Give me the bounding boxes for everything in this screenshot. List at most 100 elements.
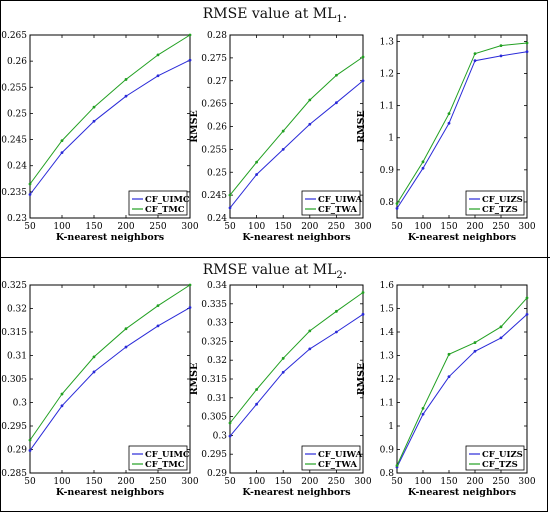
- series-line-CF_TWA: [229, 56, 364, 196]
- data-point: [92, 105, 96, 109]
- chart-6: 50 100 150 200 250 300 0.8 0.9 1 1.1 1.2 1.3 1.4 1.5 1…: [356, 281, 536, 498]
- data-point: [124, 327, 128, 331]
- data-point: [499, 44, 503, 47]
- legend-label: CF_UIZS: [482, 450, 523, 460]
- data-point: [525, 50, 529, 54]
- x-tick-label: 100: [248, 222, 265, 232]
- y-tick-label: 0.295: [201, 450, 227, 460]
- x-tick-label: 300: [518, 477, 535, 487]
- data-point: [447, 121, 451, 125]
- data-point: [473, 59, 477, 63]
- data-point: [395, 464, 399, 467]
- legend-box: [301, 190, 361, 216]
- data-point: [308, 122, 312, 126]
- x-tick-label: 50: [224, 222, 236, 232]
- x-tick-label: 100: [53, 222, 70, 232]
- data-point: [188, 283, 192, 287]
- data-point: [499, 54, 503, 58]
- y-tick-label: 0.315: [201, 375, 227, 385]
- y-tick-label: 0.235: [1, 188, 27, 198]
- x-tick-label: 150: [85, 222, 102, 232]
- data-point: [361, 291, 365, 294]
- y-tick-label: 0.255: [201, 145, 227, 155]
- legend-box: [301, 445, 361, 471]
- y-tick-label: 0.265: [201, 100, 227, 110]
- data-point: [395, 206, 399, 210]
- x-tick-label: 300: [354, 477, 371, 487]
- data-point: [281, 370, 285, 374]
- x-axis-label: K-nearest neighbors: [242, 232, 350, 243]
- legend-label: CF_TMC: [145, 460, 185, 470]
- data-point: [60, 392, 64, 396]
- y-tick-label: 1.6: [380, 281, 395, 291]
- series-line-CF_TMC: [29, 284, 191, 441]
- data-point: [28, 182, 32, 186]
- series-line-CF_TZS: [396, 42, 528, 204]
- legend-label: CF_TZS: [482, 205, 518, 215]
- y-tick-label: 0.25: [207, 168, 227, 178]
- y-axis-label: RMSE: [189, 363, 200, 396]
- x-tick-label: 300: [181, 477, 198, 487]
- x-tick-label: 50: [24, 477, 36, 487]
- section-title-suffix: .: [342, 262, 348, 278]
- x-tick-label: 200: [466, 222, 483, 232]
- x-tick-label: 200: [117, 477, 134, 487]
- data-point: [28, 438, 32, 442]
- data-point: [447, 112, 451, 116]
- data-point: [92, 355, 96, 359]
- y-tick-label: 0.25: [7, 109, 27, 119]
- y-axis-label: RMSE: [356, 363, 367, 396]
- data-point: [473, 341, 477, 344]
- x-axis-label: K-nearest neighbors: [408, 487, 516, 498]
- series-line-CF_UIZS: [396, 314, 528, 468]
- y-tick-label: 1.1: [380, 102, 394, 112]
- data-point: [228, 206, 232, 210]
- x-tick-label: 50: [391, 222, 403, 232]
- data-point: [188, 58, 192, 62]
- legend-box: [128, 190, 188, 216]
- y-tick-label: 0.9: [380, 446, 395, 456]
- y-tick-label: 0.335: [201, 300, 227, 310]
- legend-label: CF_UIMC: [145, 195, 190, 205]
- x-tick-label: 250: [492, 477, 509, 487]
- section-title-subscript: 1: [336, 13, 343, 25]
- legend-label: CF_UIZS: [482, 195, 523, 205]
- section-divider: [0, 257, 550, 258]
- data-point: [395, 202, 399, 205]
- data-point: [92, 119, 96, 123]
- x-axis-label: K-nearest neighbors: [56, 232, 164, 243]
- legend-label: CF_TWA: [318, 460, 357, 470]
- data-point: [228, 421, 232, 425]
- legend-label: CF_UIMC: [145, 450, 190, 460]
- data-point: [335, 309, 338, 313]
- legend-label: CF_TMC: [145, 205, 185, 215]
- x-tick-label: 50: [224, 477, 236, 487]
- x-tick-label: 300: [181, 222, 198, 232]
- y-tick-label: 1.5: [380, 305, 395, 315]
- data-point: [499, 336, 503, 340]
- data-point: [28, 193, 32, 196]
- data-point: [156, 324, 160, 328]
- y-tick-label: 1.1: [380, 399, 394, 409]
- y-tick-label: 0.32: [207, 356, 227, 366]
- x-tick-label: 250: [149, 477, 166, 487]
- y-tick-label: 0.295: [1, 422, 27, 432]
- y-tick-label: 0.255: [1, 83, 27, 93]
- y-tick-label: 1.4: [380, 328, 395, 338]
- x-tick-label: 150: [440, 477, 457, 487]
- data-point: [255, 173, 258, 176]
- data-point: [124, 78, 128, 81]
- y-tick-label: 1.2: [380, 70, 394, 80]
- x-tick-label: 150: [275, 222, 292, 232]
- data-point: [308, 98, 312, 102]
- y-tick-label: 1.3: [380, 37, 395, 47]
- y-tick-label: 0.24: [207, 214, 227, 224]
- y-tick-label: 0.3: [213, 431, 228, 441]
- data-point: [156, 304, 160, 308]
- y-tick-label: 0.26: [7, 57, 27, 67]
- y-tick-label: 0.325: [1, 281, 27, 291]
- x-tick-label: 250: [328, 222, 345, 232]
- data-point: [188, 306, 192, 309]
- data-point: [361, 312, 365, 316]
